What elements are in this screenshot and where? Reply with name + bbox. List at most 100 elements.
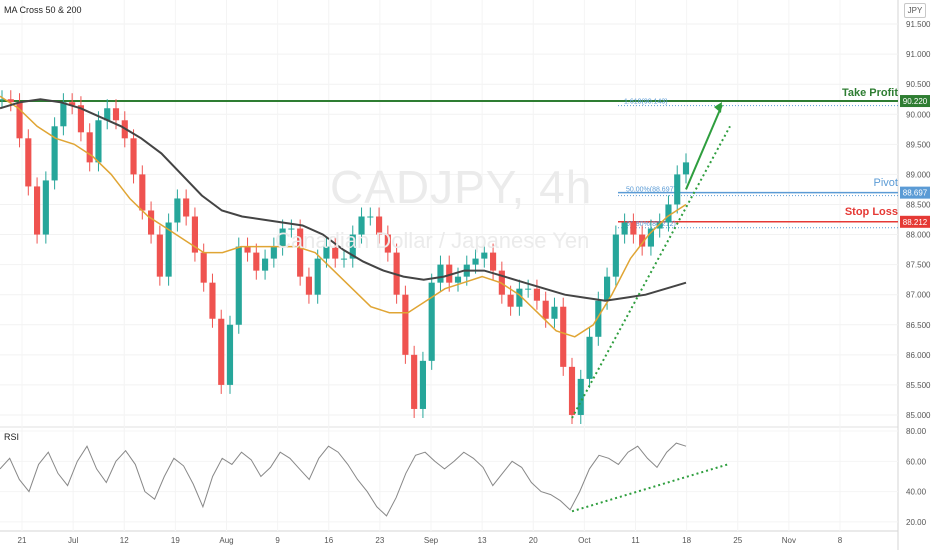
- candle-body: [7, 99, 14, 103]
- price-tick-label: 91.000: [906, 50, 931, 59]
- price-trendline: [571, 125, 731, 419]
- candle-body: [139, 174, 146, 211]
- ma-200-line: [0, 98, 687, 302]
- candle-body: [446, 264, 453, 283]
- candle-body: [165, 222, 172, 277]
- candle-body: [148, 210, 155, 235]
- candle-body: [112, 108, 120, 121]
- candle-body: [551, 306, 558, 319]
- take-profit-label: Take Profit: [841, 87, 898, 99]
- candle-body: [472, 258, 479, 265]
- candle-body: [77, 105, 84, 133]
- candle-body: [437, 264, 444, 283]
- candle-body: [51, 126, 58, 181]
- time-tick-label: 19: [171, 536, 180, 545]
- candle-body: [560, 306, 567, 367]
- price-tick-label: 87.000: [906, 291, 931, 300]
- candle-body: [367, 216, 374, 218]
- candle-body: [411, 354, 418, 409]
- stop-loss-badge-text: 88.212: [903, 218, 928, 227]
- symbol-watermark: CADJPY, 4h: [330, 161, 593, 213]
- pivot-badge-text: 88.697: [903, 189, 928, 198]
- price-tick-label: 88.500: [906, 200, 931, 209]
- time-tick-label: 11: [631, 536, 640, 545]
- time-tick-label: 21: [18, 536, 27, 545]
- candle-body: [262, 258, 269, 271]
- candle-body: [568, 366, 576, 415]
- candle-body: [665, 204, 672, 223]
- price-tick-label: 86.000: [906, 351, 931, 360]
- candle-body: [218, 318, 225, 385]
- pivot-badge-bg: [900, 186, 930, 199]
- rsi-series: [0, 442, 729, 517]
- candle-body: [104, 108, 111, 121]
- candle-body: [253, 252, 260, 271]
- candle-body: [612, 234, 619, 277]
- candle-body: [34, 186, 41, 235]
- candle-body: [25, 138, 32, 187]
- candle-body: [0, 99, 6, 101]
- candle-body: [656, 222, 663, 229]
- pivot-label: Pivot: [873, 177, 898, 189]
- stop-loss-badge-bg: [900, 215, 930, 228]
- candle-body: [332, 246, 339, 259]
- candle-body: [200, 252, 207, 283]
- candle-body: [647, 228, 654, 247]
- fib-1618-label: 1.618(90.143): [624, 99, 668, 106]
- time-tick-label: Jul: [68, 536, 78, 545]
- ma-50-line: [0, 95, 687, 338]
- candle-body: [630, 222, 637, 235]
- candle-body: [279, 228, 286, 247]
- candle-body: [209, 282, 216, 319]
- candle-body: [297, 228, 304, 277]
- candle-body: [174, 198, 181, 223]
- price-tick-label: 88.000: [906, 231, 931, 240]
- price-tick-label: 87.500: [906, 261, 931, 270]
- time-tick-label: Sep: [424, 536, 439, 545]
- candle-body: [639, 234, 646, 247]
- time-tick-label: 16: [324, 536, 333, 545]
- candle-body: [270, 246, 277, 259]
- candle-body: [86, 132, 93, 163]
- time-tick-label: 9: [275, 536, 280, 545]
- take-profit-badge-text: 90.220: [903, 97, 928, 106]
- rsi-label[interactable]: RSI: [4, 432, 20, 442]
- candle-body: [288, 228, 295, 230]
- candle-body: [60, 102, 67, 127]
- candle-body: [235, 246, 242, 325]
- candle-body: [533, 288, 540, 301]
- candle-body: [419, 360, 426, 409]
- time-tick-label: 12: [120, 536, 129, 545]
- indicator-label[interactable]: MA Cross 50 & 200: [4, 5, 82, 15]
- axes: 91.500 91.000 90.500 90.000 89.500 89.000 88.5…: [18, 20, 931, 545]
- symbol-description-watermark: Canadian Dollar / Japanese Yen: [275, 228, 590, 253]
- candle-body: [595, 300, 602, 337]
- time-tick-label: 23: [375, 536, 384, 545]
- level-badges: 90.220 88.697 88.212: [900, 95, 930, 228]
- candle-body: [376, 216, 383, 235]
- candle-body: [682, 162, 690, 175]
- target-arrow-head: [714, 102, 722, 114]
- price-tick-label: 85.500: [906, 381, 931, 390]
- candle-body: [525, 288, 532, 290]
- stop-loss-label: Stop Loss: [844, 206, 898, 218]
- price-tick-label: 86.500: [906, 321, 931, 330]
- candle-body: [428, 282, 435, 361]
- candle-body: [402, 294, 409, 355]
- currency-button[interactable]: JPY: [904, 3, 926, 18]
- candle-body: [183, 198, 190, 217]
- candle-body: [490, 252, 497, 271]
- candle-body: [542, 300, 549, 319]
- candle-body: [586, 336, 593, 379]
- time-tick-label: 25: [733, 536, 742, 545]
- rsi-tick-label: 80.00: [906, 427, 927, 436]
- rsi-line: [0, 442, 687, 517]
- time-tick-label: Aug: [219, 536, 233, 545]
- price-tick-label: 85.000: [906, 411, 931, 420]
- candle-body: [481, 252, 488, 259]
- fib-50-label: 50.00%(88.697): [626, 187, 676, 194]
- target-arrow-shaft: [685, 104, 723, 190]
- rsi-trendline: [571, 463, 729, 513]
- time-tick-label: 13: [478, 536, 487, 545]
